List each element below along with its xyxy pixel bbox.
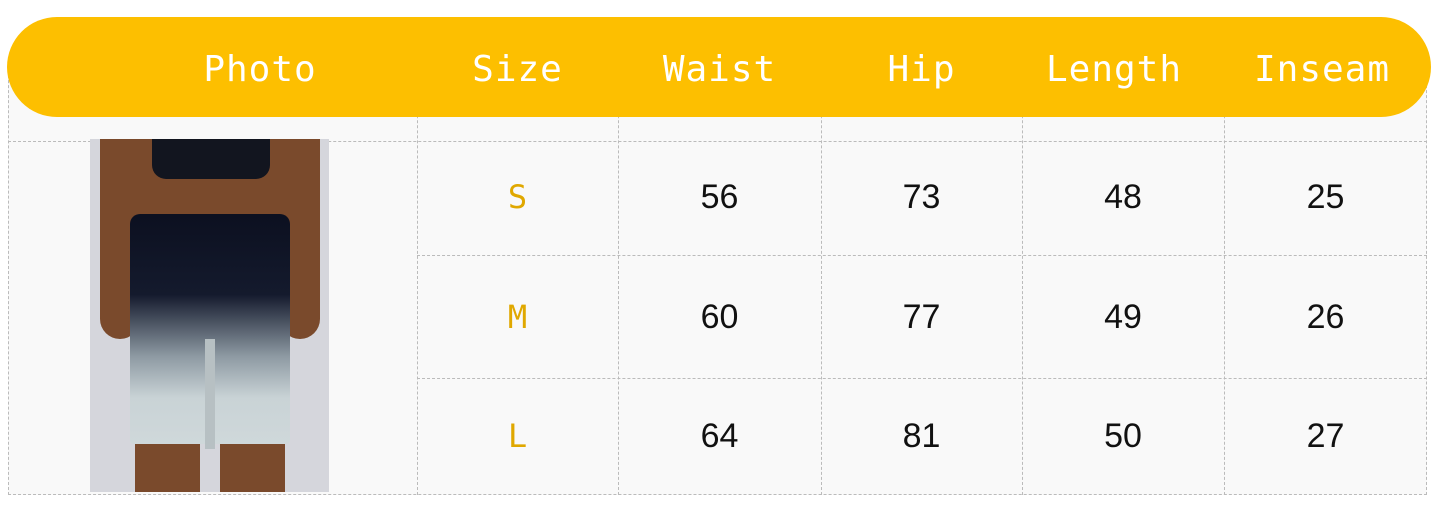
- size-cell: M: [507, 298, 528, 336]
- row-divider: [417, 378, 1427, 379]
- column-divider: [618, 60, 619, 495]
- column-divider: [417, 60, 418, 495]
- length-cell: 49: [1104, 298, 1142, 336]
- leg-gap: [205, 339, 215, 449]
- hip-cell: 73: [902, 178, 941, 216]
- header-photo: Photo: [203, 49, 317, 90]
- waist-cell: 56: [700, 178, 739, 216]
- size-cell: S: [507, 178, 528, 216]
- header-length: Length: [1045, 49, 1183, 90]
- hip-cell: 81: [902, 417, 941, 455]
- table-header: [7, 17, 1431, 117]
- header-waist: Waist: [662, 49, 777, 90]
- length-cell: 50: [1104, 417, 1142, 455]
- waist-cell: 60: [700, 298, 739, 336]
- leg-left: [135, 444, 200, 492]
- inseam-cell: 27: [1306, 417, 1345, 455]
- waist-cell: 64: [700, 417, 739, 455]
- leg-right: [220, 444, 285, 492]
- header-size: Size: [472, 49, 563, 90]
- column-divider: [1224, 60, 1225, 495]
- inseam-cell: 26: [1306, 298, 1345, 336]
- header-inseam: Inseam: [1253, 49, 1391, 90]
- size-cell: L: [507, 417, 528, 455]
- column-divider: [1022, 60, 1023, 495]
- row-divider: [8, 141, 1427, 142]
- sports-top: [152, 139, 270, 179]
- product-photo: [90, 139, 329, 492]
- row-divider: [417, 255, 1427, 256]
- inseam-cell: 25: [1306, 178, 1345, 216]
- column-divider: [821, 60, 822, 495]
- hip-cell: 77: [902, 298, 941, 336]
- length-cell: 48: [1104, 178, 1142, 216]
- header-hip: Hip: [887, 49, 956, 90]
